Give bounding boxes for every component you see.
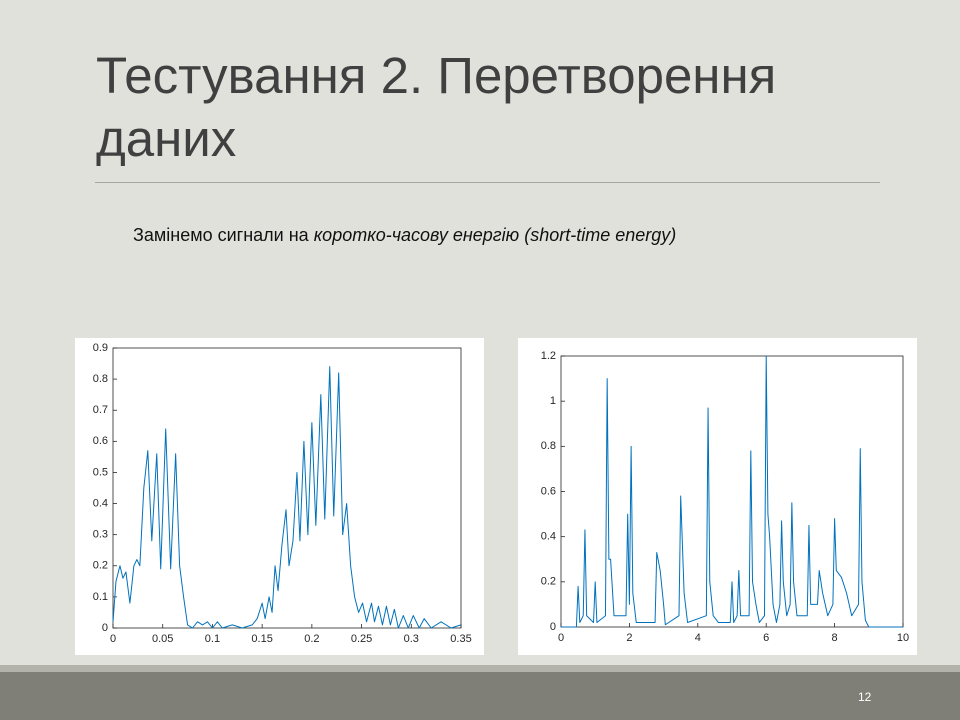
y-tick-label: 0.8 xyxy=(541,440,556,452)
signal-line xyxy=(561,355,903,628)
text-normal: Замінемо сигнали на xyxy=(133,225,314,245)
axes-frame xyxy=(112,347,462,629)
y-tick-label: 0.5 xyxy=(93,466,108,478)
x-tick-label: 0 xyxy=(558,632,564,644)
y-tick-label: 0.3 xyxy=(93,529,108,541)
y-tick-label: 0 xyxy=(102,622,108,634)
footer-band xyxy=(0,672,960,720)
footer-strip xyxy=(0,665,960,672)
x-tick-label: 6 xyxy=(763,632,769,644)
y-tick-label: 0 xyxy=(550,621,556,633)
x-tick-label: 8 xyxy=(832,632,838,644)
y-tick-label: 0.6 xyxy=(541,485,556,497)
page-number: 12 xyxy=(858,690,872,704)
chart-left: 0 0.05 0.1 0.15 0.2 0.25 0.3 0.35 0 0.1 0.2 0.3 0.4 0… xyxy=(75,338,484,655)
y-tick-label: 0.1 xyxy=(93,591,108,603)
x-tick-label: 0 xyxy=(110,633,116,645)
x-tick-label: 0.3 xyxy=(404,633,419,645)
x-tick-label: 0.2 xyxy=(304,633,319,645)
text-italic: коротко-часову енергію (short-time energ… xyxy=(313,225,677,245)
y-tick-label: 0.2 xyxy=(93,560,108,572)
x-tick-label: 10 xyxy=(897,632,909,644)
y-tick-label: 0.2 xyxy=(541,576,556,588)
x-tick-label: 0.15 xyxy=(251,633,272,645)
y-tick-label: 0.4 xyxy=(541,531,556,543)
title-rule xyxy=(95,182,880,183)
y-tick-label: 0.8 xyxy=(93,373,108,385)
x-tick-label: 0.35 xyxy=(450,633,471,645)
x-tick-label: 0.05 xyxy=(152,633,173,645)
y-tick-label: 0.4 xyxy=(93,497,108,509)
slide-text: Замінемо сигнали на коротко-часову енерг… xyxy=(133,225,676,246)
y-tick-label: 0.9 xyxy=(93,342,108,354)
x-tick-label: 2 xyxy=(626,632,632,644)
slide-title: Тестування 2. Перетворення даних xyxy=(96,47,777,167)
x-tick-label: 0.25 xyxy=(351,633,372,645)
signal-line xyxy=(112,366,462,629)
chart-right: 0 2 4 6 8 10 0 0.2 0.4 0.6 0.8 1 1.2 xyxy=(518,338,917,655)
y-tick-label: 1 xyxy=(550,395,556,407)
x-tick-label: 4 xyxy=(695,632,701,644)
x-tick-label: 0.1 xyxy=(205,633,220,645)
y-tick-label: 0.7 xyxy=(93,404,108,416)
y-tick-label: 1.2 xyxy=(541,350,556,362)
y-tick-label: 0.6 xyxy=(93,435,108,447)
